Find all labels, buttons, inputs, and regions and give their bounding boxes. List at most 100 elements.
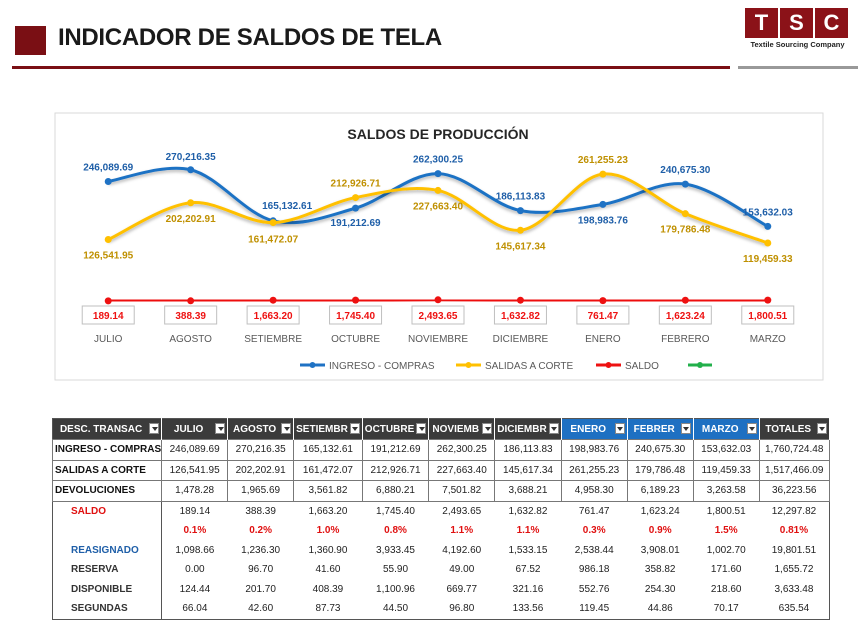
table-cell: 55.90 (383, 564, 409, 576)
x-tick-label: AGOSTO (169, 334, 212, 345)
table-cell: 1,236.30 (241, 544, 281, 556)
filter-button[interactable] (680, 423, 691, 434)
table-cell: 408.39 (312, 583, 344, 595)
table-cell: 1,655.72 (774, 564, 814, 576)
table-cell: 1.1% (516, 525, 540, 537)
table-row: DEVOLUCIONES 1,478.28 1,965.69 3,561.82 6,88… (51, 480, 830, 502)
data-label: 261,255.23 (578, 155, 628, 166)
data-label: 126,541.95 (83, 251, 133, 262)
table-cell: 261,255.23 (560, 459, 628, 481)
table-cell: 4,958.30 (560, 480, 628, 502)
data-point (352, 296, 360, 304)
table-cell: 1.5% (714, 525, 738, 537)
column-header-text: MARZO (701, 423, 739, 435)
column-header: DICIEMBR (494, 418, 562, 440)
legend-label: INGRESO - COMPRAS (329, 361, 435, 372)
filter-button[interactable] (482, 423, 493, 434)
filter-button[interactable] (281, 423, 292, 434)
table-row: RESERVA 0.00 96.70 41.60 55.90 49.00 67.52 986.… (52, 560, 830, 580)
data-point (434, 186, 442, 194)
data-label: 2,493.65 (419, 311, 458, 322)
table-cell: 3,561.82 (293, 480, 363, 502)
page-title: INDICADOR DE SALDOS DE TELA (58, 24, 442, 51)
column-header-text: FEBRER (633, 423, 675, 435)
table-cell: 212,926.71 (361, 459, 430, 481)
table-cell: 0.2% (249, 525, 273, 537)
logo-letter: T (745, 8, 778, 38)
table-cell: 87.73 (315, 603, 341, 615)
table-cell: 986.18 (578, 564, 610, 576)
table-cell: 126,541.95 (161, 459, 229, 481)
data-label-box (246, 305, 300, 325)
data-point (764, 239, 772, 247)
filter-button[interactable] (816, 423, 827, 434)
table-cell: 96.70 (248, 564, 274, 576)
x-tick-label: ENERO (585, 334, 621, 345)
table-cell: 145,617.34 (494, 459, 562, 481)
filter-button[interactable] (416, 423, 427, 434)
data-point (269, 219, 277, 227)
row-label: RESERVA (52, 560, 163, 580)
table-cell: 12,297.82 (771, 505, 817, 517)
table-cell: 6,189.23 (626, 480, 694, 502)
table-cell: 49.00 (449, 564, 475, 576)
column-header-text: SETIEMBR (296, 423, 348, 435)
data-table: DESC. TRANSAC JULIO AGOSTO SETIEMBR OCTUBRE N… (51, 418, 830, 620)
filter-button[interactable] (614, 423, 625, 434)
column-header: DESC. TRANSAC (52, 418, 163, 440)
table-cell: 3,633.48 (774, 583, 814, 595)
table-cell: 635.54 (778, 603, 810, 615)
column-header-text: NOVIEMB (432, 423, 480, 435)
table-cell: 761.47 (578, 505, 610, 517)
table-cell: 1,663.20 (308, 505, 348, 517)
table-cell: 2,538.44 (574, 544, 614, 556)
row-label: DEVOLUCIONES (51, 480, 163, 502)
table-cell: 133.56 (512, 603, 544, 615)
x-tick-label: SETIEMBRE (244, 334, 302, 345)
data-point (764, 296, 772, 304)
table-cell: 19,801.51 (771, 544, 817, 556)
data-point (599, 200, 607, 208)
chart-title: SALDOS DE PRODUCCIÓN (347, 125, 528, 142)
data-label-box (658, 305, 712, 325)
table-cell: 42.60 (248, 603, 274, 615)
filter-button[interactable] (215, 423, 226, 434)
x-tick-label: JULIO (94, 334, 123, 345)
table-cell: 388.39 (245, 505, 276, 517)
filter-button[interactable] (349, 423, 360, 434)
table-cell: 3,933.45 (376, 544, 415, 556)
logo-rule (738, 66, 858, 69)
table-cell: 321.16 (512, 583, 544, 595)
filter-button[interactable] (149, 423, 160, 434)
row-label: SALIDAS A CORTE (51, 459, 163, 481)
data-point (681, 180, 689, 188)
data-point (187, 297, 195, 305)
table-cell: 4,192.60 (442, 544, 482, 556)
table-cell: 153,632.03 (692, 439, 760, 461)
column-header-text: JULIO (173, 423, 204, 435)
table-row: INGRESO - COMPRAS 246,089.69 270,216.35 165… (51, 439, 830, 461)
x-tick-label: DICIEMBRE (493, 334, 549, 345)
table-cell: 1,100.96 (376, 583, 415, 595)
table-cell: 1,745.40 (376, 505, 415, 517)
table-cell: 1,533.15 (508, 544, 548, 556)
filter-button[interactable] (548, 423, 559, 434)
data-label: 1,745.40 (336, 311, 375, 322)
column-header: MARZO (693, 418, 760, 440)
table-cell: 1,965.69 (227, 480, 295, 502)
x-tick-label: FEBRERO (661, 334, 710, 345)
data-point (764, 222, 772, 230)
x-tick-label: NOVIEMBRE (408, 334, 468, 345)
data-point (516, 296, 524, 304)
table-cell: 240,675.30 (626, 439, 694, 461)
data-label: 145,617.34 (495, 241, 545, 252)
column-header: NOVIEMB (428, 418, 496, 440)
data-label: 240,675.30 (660, 165, 710, 176)
data-point (104, 177, 112, 185)
data-point (516, 207, 524, 215)
table-cell: 0.81% (779, 525, 809, 537)
data-label: 186,113.83 (496, 192, 546, 203)
data-label-box (329, 305, 383, 325)
row-label (52, 521, 163, 541)
filter-button[interactable] (746, 423, 757, 434)
